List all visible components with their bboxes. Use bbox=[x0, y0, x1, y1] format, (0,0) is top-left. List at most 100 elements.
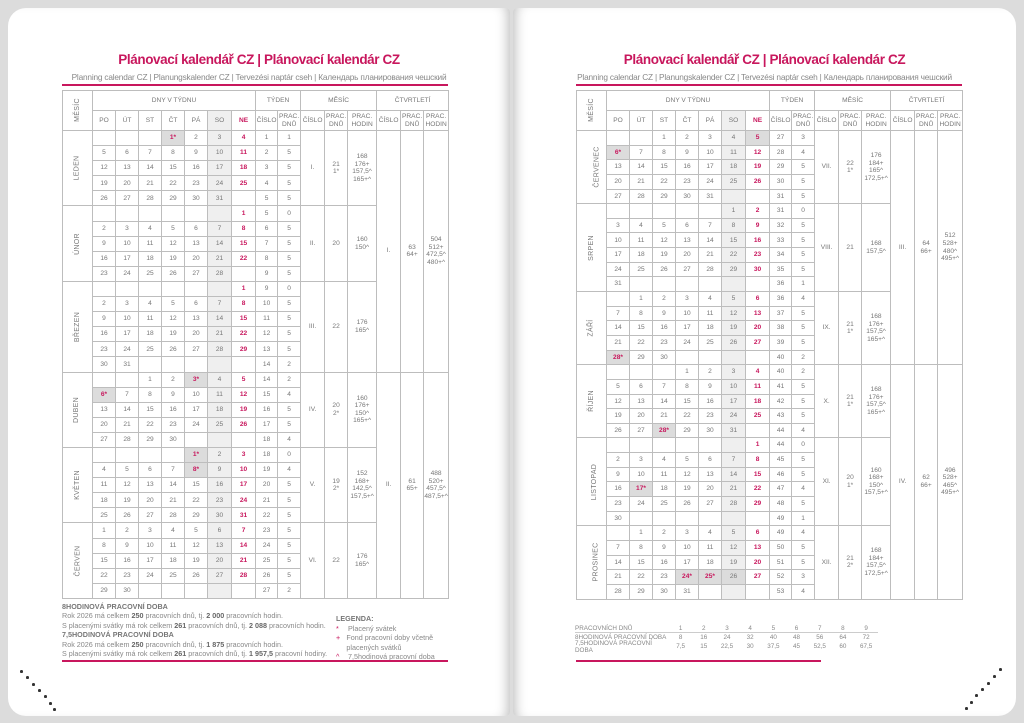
week-row: ZÁŘÍ 1 2 3 4 5 6 36 4 IX. 21 1* 168 176+ 157,5^ 165+^ bbox=[576, 291, 963, 366]
week-work-days: 2 bbox=[277, 582, 302, 599]
day-cell: 18 bbox=[652, 481, 676, 498]
day-cell: 31 bbox=[115, 356, 139, 373]
header-column: ČÍSLO bbox=[814, 110, 840, 131]
day-cell: 4 bbox=[721, 130, 746, 146]
day-cell: 28 bbox=[115, 431, 139, 448]
day-cell: 22 bbox=[629, 334, 653, 351]
week-number: 8 bbox=[255, 250, 279, 267]
day-cell: 29 bbox=[161, 190, 185, 207]
day-cell: 27 bbox=[207, 567, 232, 584]
week-work-days: 5 bbox=[791, 217, 816, 234]
day-cell: 16 bbox=[698, 393, 722, 410]
day-cell bbox=[92, 280, 116, 298]
day-cell: 9 bbox=[92, 235, 116, 252]
legend: LEGENDA: * Placený svátek + Fond pracovní d… bbox=[336, 614, 451, 662]
day-cell: 24 bbox=[606, 261, 630, 278]
day-cell: 2 bbox=[115, 522, 139, 539]
month-number: XI. bbox=[814, 437, 840, 527]
day-cell bbox=[721, 583, 746, 600]
day-cell: 7 bbox=[606, 539, 630, 556]
day-cell: 4 bbox=[744, 364, 771, 380]
week-row: 2 3 4 5 6 7 8 10 5 bbox=[63, 296, 449, 313]
day-cell: 14 bbox=[207, 235, 232, 252]
day-cell: 21 bbox=[721, 481, 746, 498]
day-cell: 10 bbox=[207, 145, 232, 162]
quarter-work-hours: 496 528+ 465^ 495+^ bbox=[937, 364, 964, 600]
week-work-days: 0 bbox=[791, 437, 816, 454]
day-cell bbox=[161, 205, 185, 222]
dot bbox=[32, 683, 35, 686]
day-cell: 7 bbox=[138, 145, 162, 162]
week-number: 47 bbox=[769, 481, 793, 498]
day-cell bbox=[675, 276, 699, 293]
week-work-days: 5 bbox=[277, 190, 302, 207]
day-cell: 23 bbox=[698, 408, 722, 424]
week-row: SRPEN 1 2 31 0 VIII. 21 168 157,5^ bbox=[576, 203, 963, 293]
month-work-hours: 176 165^ bbox=[347, 522, 378, 599]
day-cell: 1 bbox=[230, 280, 257, 298]
day-cell: 22 bbox=[721, 247, 746, 263]
month-name: ČERVENEC bbox=[576, 129, 607, 205]
week-number: 25 bbox=[255, 552, 279, 569]
day-cell: 10 bbox=[629, 466, 653, 483]
month-name: ŘÍJEN bbox=[576, 364, 607, 439]
month-name: DUBEN bbox=[62, 371, 93, 448]
working-hours-reference-table: PRACOVNÍCH DNŮ 1 2 3 4 5 6 7 8 9 8HODINOVÁ PRACOVN… bbox=[575, 624, 878, 654]
day-cell: 11 bbox=[744, 378, 771, 395]
day-cell bbox=[207, 431, 232, 448]
day-cell: 4 bbox=[138, 220, 162, 237]
day-cell bbox=[161, 582, 185, 599]
day-cell: 6 bbox=[184, 220, 208, 237]
day-cell: 27 bbox=[92, 431, 116, 448]
week-row: 22 23 24 25 26 27 28 26 5 bbox=[63, 567, 449, 584]
month-work-days: 22 bbox=[324, 522, 349, 599]
day-cell: 19 bbox=[161, 250, 185, 267]
day-cell: 9 bbox=[115, 537, 139, 554]
day-cell: 14 bbox=[606, 554, 630, 571]
week-number: 21 bbox=[255, 492, 279, 509]
day-cell bbox=[698, 203, 722, 219]
day-cell: 28 bbox=[721, 496, 746, 512]
legend-symbol: * bbox=[336, 623, 339, 633]
month-number: VIII. bbox=[814, 203, 840, 293]
day-cell: 4 bbox=[92, 462, 116, 479]
day-cell: 4 bbox=[629, 217, 653, 234]
day-cell: 5 bbox=[115, 462, 139, 479]
day-cell: 21 bbox=[207, 250, 232, 267]
week-number: 51 bbox=[769, 554, 793, 571]
header-week: TÝDEN bbox=[255, 90, 302, 111]
month-name: KVĚTEN bbox=[62, 446, 93, 524]
week-row: 16 17* 18 19 20 21 22 47 4 bbox=[577, 481, 963, 498]
dot bbox=[965, 707, 968, 710]
week-row: 27 28 29 30 18 4 bbox=[63, 431, 449, 448]
week-number: 13 bbox=[255, 341, 279, 358]
week-number: 49 bbox=[769, 510, 793, 527]
day-cell: 29 bbox=[629, 583, 653, 600]
day-cell: 18 bbox=[230, 160, 257, 177]
day-cell: 12 bbox=[675, 466, 699, 483]
reference-value: 15 bbox=[700, 643, 708, 650]
page-title: Plánovací kalendář CZ | Plánovací kalend… bbox=[118, 52, 400, 67]
footer-number: 250 bbox=[131, 639, 144, 649]
month-work-days: 22 1* bbox=[838, 129, 863, 205]
day-cell: 7 bbox=[115, 386, 139, 403]
day-cell: 16 bbox=[606, 481, 630, 498]
footer-line: Rok 2026 má celkem 250 pracovních dnů, t… bbox=[62, 640, 327, 649]
day-cell bbox=[115, 446, 139, 464]
week-number: 7 bbox=[255, 235, 279, 252]
day-cell: 10 bbox=[675, 305, 699, 322]
header-month: MĚSÍC bbox=[62, 90, 93, 131]
day-cell: 30 bbox=[744, 261, 771, 278]
header-column: ČÍSLO bbox=[376, 110, 402, 131]
day-cell: 11 bbox=[230, 145, 257, 162]
day-cell: 31 bbox=[230, 507, 257, 524]
day-cell: 30 bbox=[698, 422, 722, 439]
reference-value: 3 bbox=[725, 624, 729, 632]
day-cell: 25 bbox=[744, 408, 771, 424]
month-work-days: 20 bbox=[324, 205, 349, 282]
day-cell: 25 bbox=[652, 496, 676, 512]
day-cell: 20 bbox=[629, 408, 653, 424]
day-cell: 3 bbox=[675, 291, 699, 307]
day-cell bbox=[161, 356, 185, 373]
day-cell: 14 bbox=[606, 320, 630, 336]
